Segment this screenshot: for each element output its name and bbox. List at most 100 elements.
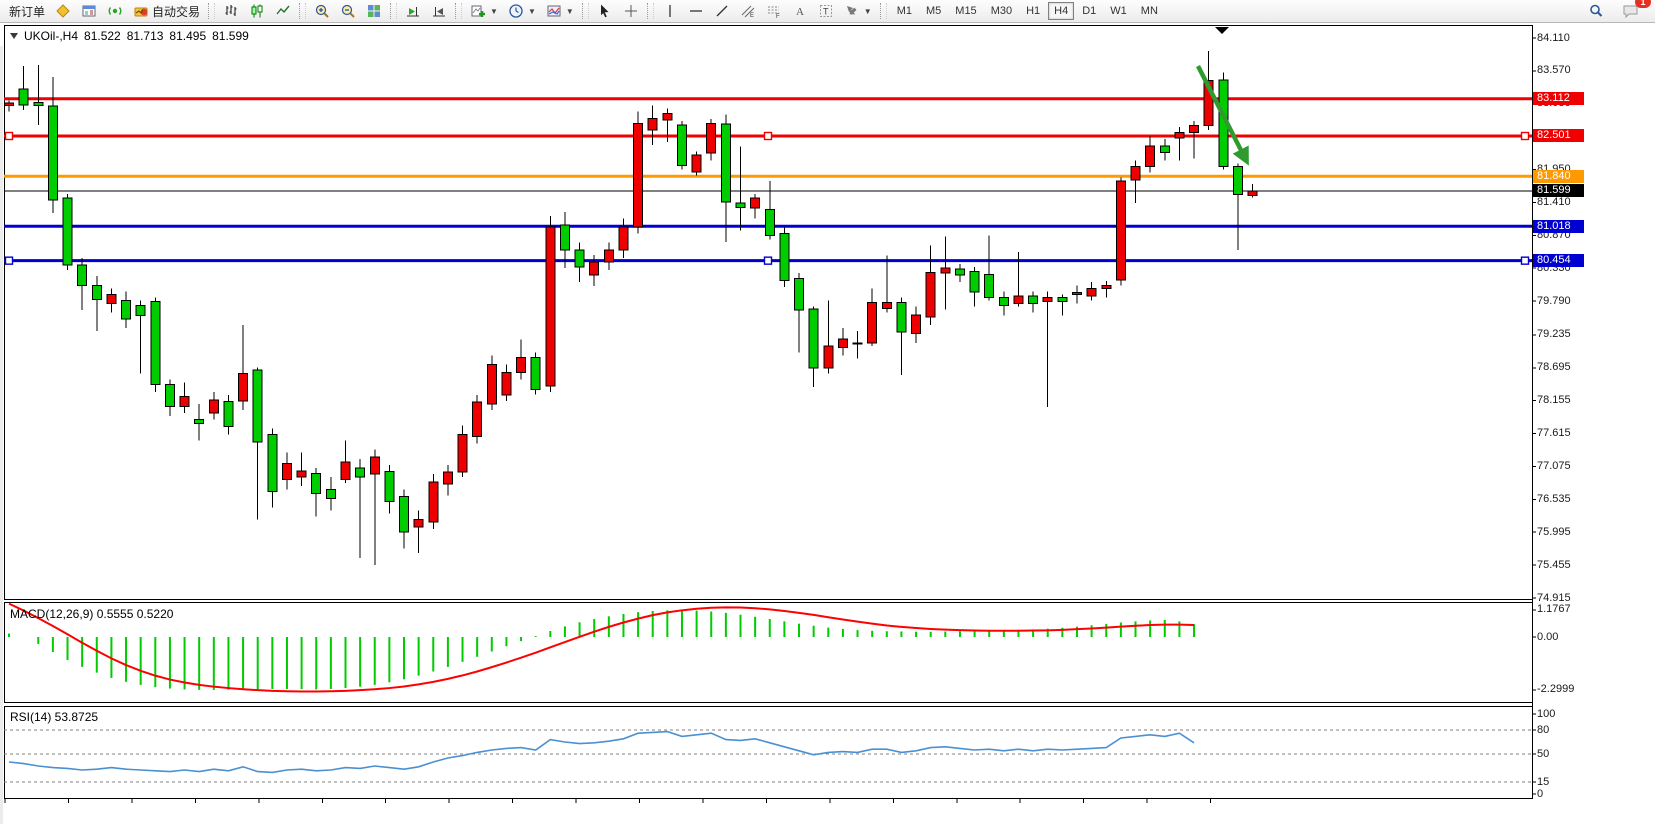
add-indicator-dropdown[interactable]: ▼: [465, 0, 503, 22]
chart-area[interactable]: UKOil-,H4 81.522 81.713 81.495 81.599 MA…: [0, 23, 1655, 824]
timeframe-toolbar: M1 M5 M15 M30 H1 H4 D1 W1 MN: [890, 0, 1165, 22]
candle-body: [1159, 145, 1170, 153]
candlestick-chart-type-button[interactable]: [244, 0, 270, 22]
arrows-tool-dropdown[interactable]: ▼: [839, 0, 877, 22]
candle-body: [1086, 287, 1097, 297]
candle-body: [399, 496, 410, 533]
candle-body: [47, 105, 58, 201]
horizontal-line-tool[interactable]: [683, 0, 709, 22]
notifications-chat-icon[interactable]: 1: [1617, 0, 1651, 22]
symbol-ohlc-line[interactable]: UKOil-,H4 81.522 81.713 81.495 81.599: [10, 29, 249, 43]
price-level-label-83.112[interactable]: 83.112: [1533, 92, 1584, 106]
candle-body: [1042, 296, 1053, 303]
hline-handle: [763, 256, 773, 265]
zoom-in-button[interactable]: [309, 0, 335, 22]
period-dropdown[interactable]: ▼: [503, 0, 541, 22]
bid-price-label: 81.599: [1533, 184, 1584, 198]
candle-body: [808, 308, 819, 369]
price-axis-tick: 83.570: [1537, 64, 1571, 77]
price-axis-tick: 84.110: [1537, 31, 1570, 44]
candle-body: [4, 102, 14, 107]
candle-body: [208, 399, 219, 414]
candle-body: [1028, 295, 1039, 305]
candle-body: [1057, 296, 1068, 303]
timeframe-button-m1[interactable]: M1: [896, 5, 912, 17]
auto-trading-button[interactable]: 自动交易: [128, 0, 205, 22]
candle-body: [62, 197, 73, 266]
fibonacci-tool[interactable]: F: [761, 0, 787, 22]
price-level-label-80.454[interactable]: 80.454: [1533, 254, 1584, 268]
candle-body: [911, 314, 922, 334]
ohlc-close: 81.599: [212, 29, 249, 43]
svg-text:A: A: [796, 6, 804, 18]
candle-body: [940, 267, 951, 274]
chart-shift-button[interactable]: [426, 0, 452, 22]
timeframe-button-m15[interactable]: M15: [955, 5, 977, 17]
price-axis-tick: 81.950: [1537, 164, 1571, 175]
candle-body: [881, 301, 892, 309]
search-icon[interactable]: [1583, 0, 1609, 22]
text-tool[interactable]: A: [787, 0, 813, 22]
bar-chart-type-button[interactable]: [218, 0, 244, 22]
candle-body: [735, 202, 746, 208]
tile-windows-icon[interactable]: [361, 0, 387, 22]
candle-body: [1247, 190, 1258, 197]
candle-body: [706, 122, 717, 154]
auto-trading-label: 自动交易: [152, 4, 201, 19]
candle-body: [33, 102, 44, 107]
rsi-axis-value: 100: [1537, 707, 1556, 720]
svg-text:F: F: [776, 14, 780, 19]
candle-body: [106, 293, 117, 305]
notification-badge: 1: [1635, 0, 1651, 8]
timeframe-button-w1[interactable]: W1: [1110, 5, 1127, 17]
candle-body: [530, 357, 541, 390]
timeframe-button-h4[interactable]: H4: [1048, 2, 1075, 20]
price-axis-tick: 75.995: [1537, 525, 1571, 538]
candle-body: [486, 363, 497, 405]
line-chart-type-button[interactable]: [270, 0, 296, 22]
trendline-tool[interactable]: [709, 0, 735, 22]
candle-body: [691, 154, 702, 173]
market-watch-icon[interactable]: [76, 0, 102, 22]
candle-body: [91, 284, 102, 300]
timeframe-button-m5[interactable]: M5: [926, 5, 942, 17]
candle-body: [18, 88, 29, 106]
candle-body: [355, 467, 366, 478]
candle-body: [384, 471, 395, 502]
symbols-icon[interactable]: [50, 0, 76, 22]
zoom-out-button[interactable]: [335, 0, 361, 22]
price-level-label-81.840[interactable]: 81.840: [1533, 169, 1584, 183]
rsi-panel-frame: [4, 706, 1533, 799]
timeframe-button-h1[interactable]: H1: [1026, 5, 1041, 17]
signal-icon[interactable]: [102, 0, 128, 22]
macd-signal-line: [8, 602, 1195, 693]
candle-body: [647, 117, 658, 131]
vertical-line-tool[interactable]: [657, 0, 683, 22]
window-left-edge: [0, 46, 3, 824]
text-label-tool[interactable]: T: [813, 0, 839, 22]
auto-scroll-button[interactable]: [400, 0, 426, 22]
candle-body: [1115, 180, 1126, 281]
candle-body: [1071, 292, 1082, 295]
new-order-button[interactable]: 新订单: [4, 0, 50, 22]
timeframe-button-m30[interactable]: M30: [990, 5, 1013, 17]
crosshair-tool-button[interactable]: [618, 0, 644, 22]
hline-handle: [763, 131, 773, 141]
equidistant-channel-tool[interactable]: E: [735, 0, 761, 22]
chevron-down-icon: ▼: [863, 6, 872, 16]
toolbar-separator: [299, 3, 307, 19]
timeframe-button-d1[interactable]: D1: [1082, 5, 1097, 17]
price-axis-tick: 80.870: [1537, 228, 1571, 241]
toolbar-separator: [646, 3, 654, 19]
candle-body: [954, 268, 965, 276]
chart-canvas: [4, 25, 1536, 803]
candle-body: [164, 384, 175, 407]
svg-text:T: T: [823, 7, 829, 17]
candle-body: [1013, 295, 1024, 305]
timeframe-button-mn[interactable]: MN: [1140, 5, 1158, 17]
price-level-label-81.018[interactable]: 81.018: [1533, 219, 1584, 233]
template-dropdown[interactable]: ▼: [541, 0, 579, 22]
price-level-label-82.501[interactable]: 82.501: [1533, 129, 1584, 143]
cursor-tool-button[interactable]: [592, 0, 618, 22]
candle-body: [603, 249, 614, 263]
